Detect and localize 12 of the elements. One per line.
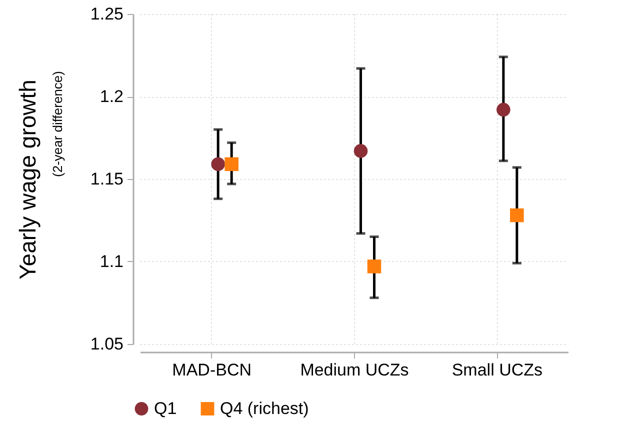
y-tick-label: 1.1 bbox=[100, 252, 124, 271]
y-tick-label: 1.15 bbox=[90, 170, 124, 188]
legend-label: Q4 (richest) bbox=[220, 398, 309, 418]
text: (2-year difference) bbox=[50, 71, 65, 177]
y-tick-label: 1.2 bbox=[100, 87, 124, 106]
x-tick-label: Small UCZs bbox=[452, 360, 543, 380]
legend-label: Q1 bbox=[154, 398, 177, 418]
x-tick-label: MAD-BCN bbox=[172, 360, 252, 380]
x-tick-label: Medium UCZs bbox=[300, 360, 409, 380]
y-tick-label: 1.05 bbox=[90, 334, 124, 354]
y-tick-label: 1.25 bbox=[90, 4, 124, 24]
text: Yearly wage growth bbox=[14, 80, 40, 280]
